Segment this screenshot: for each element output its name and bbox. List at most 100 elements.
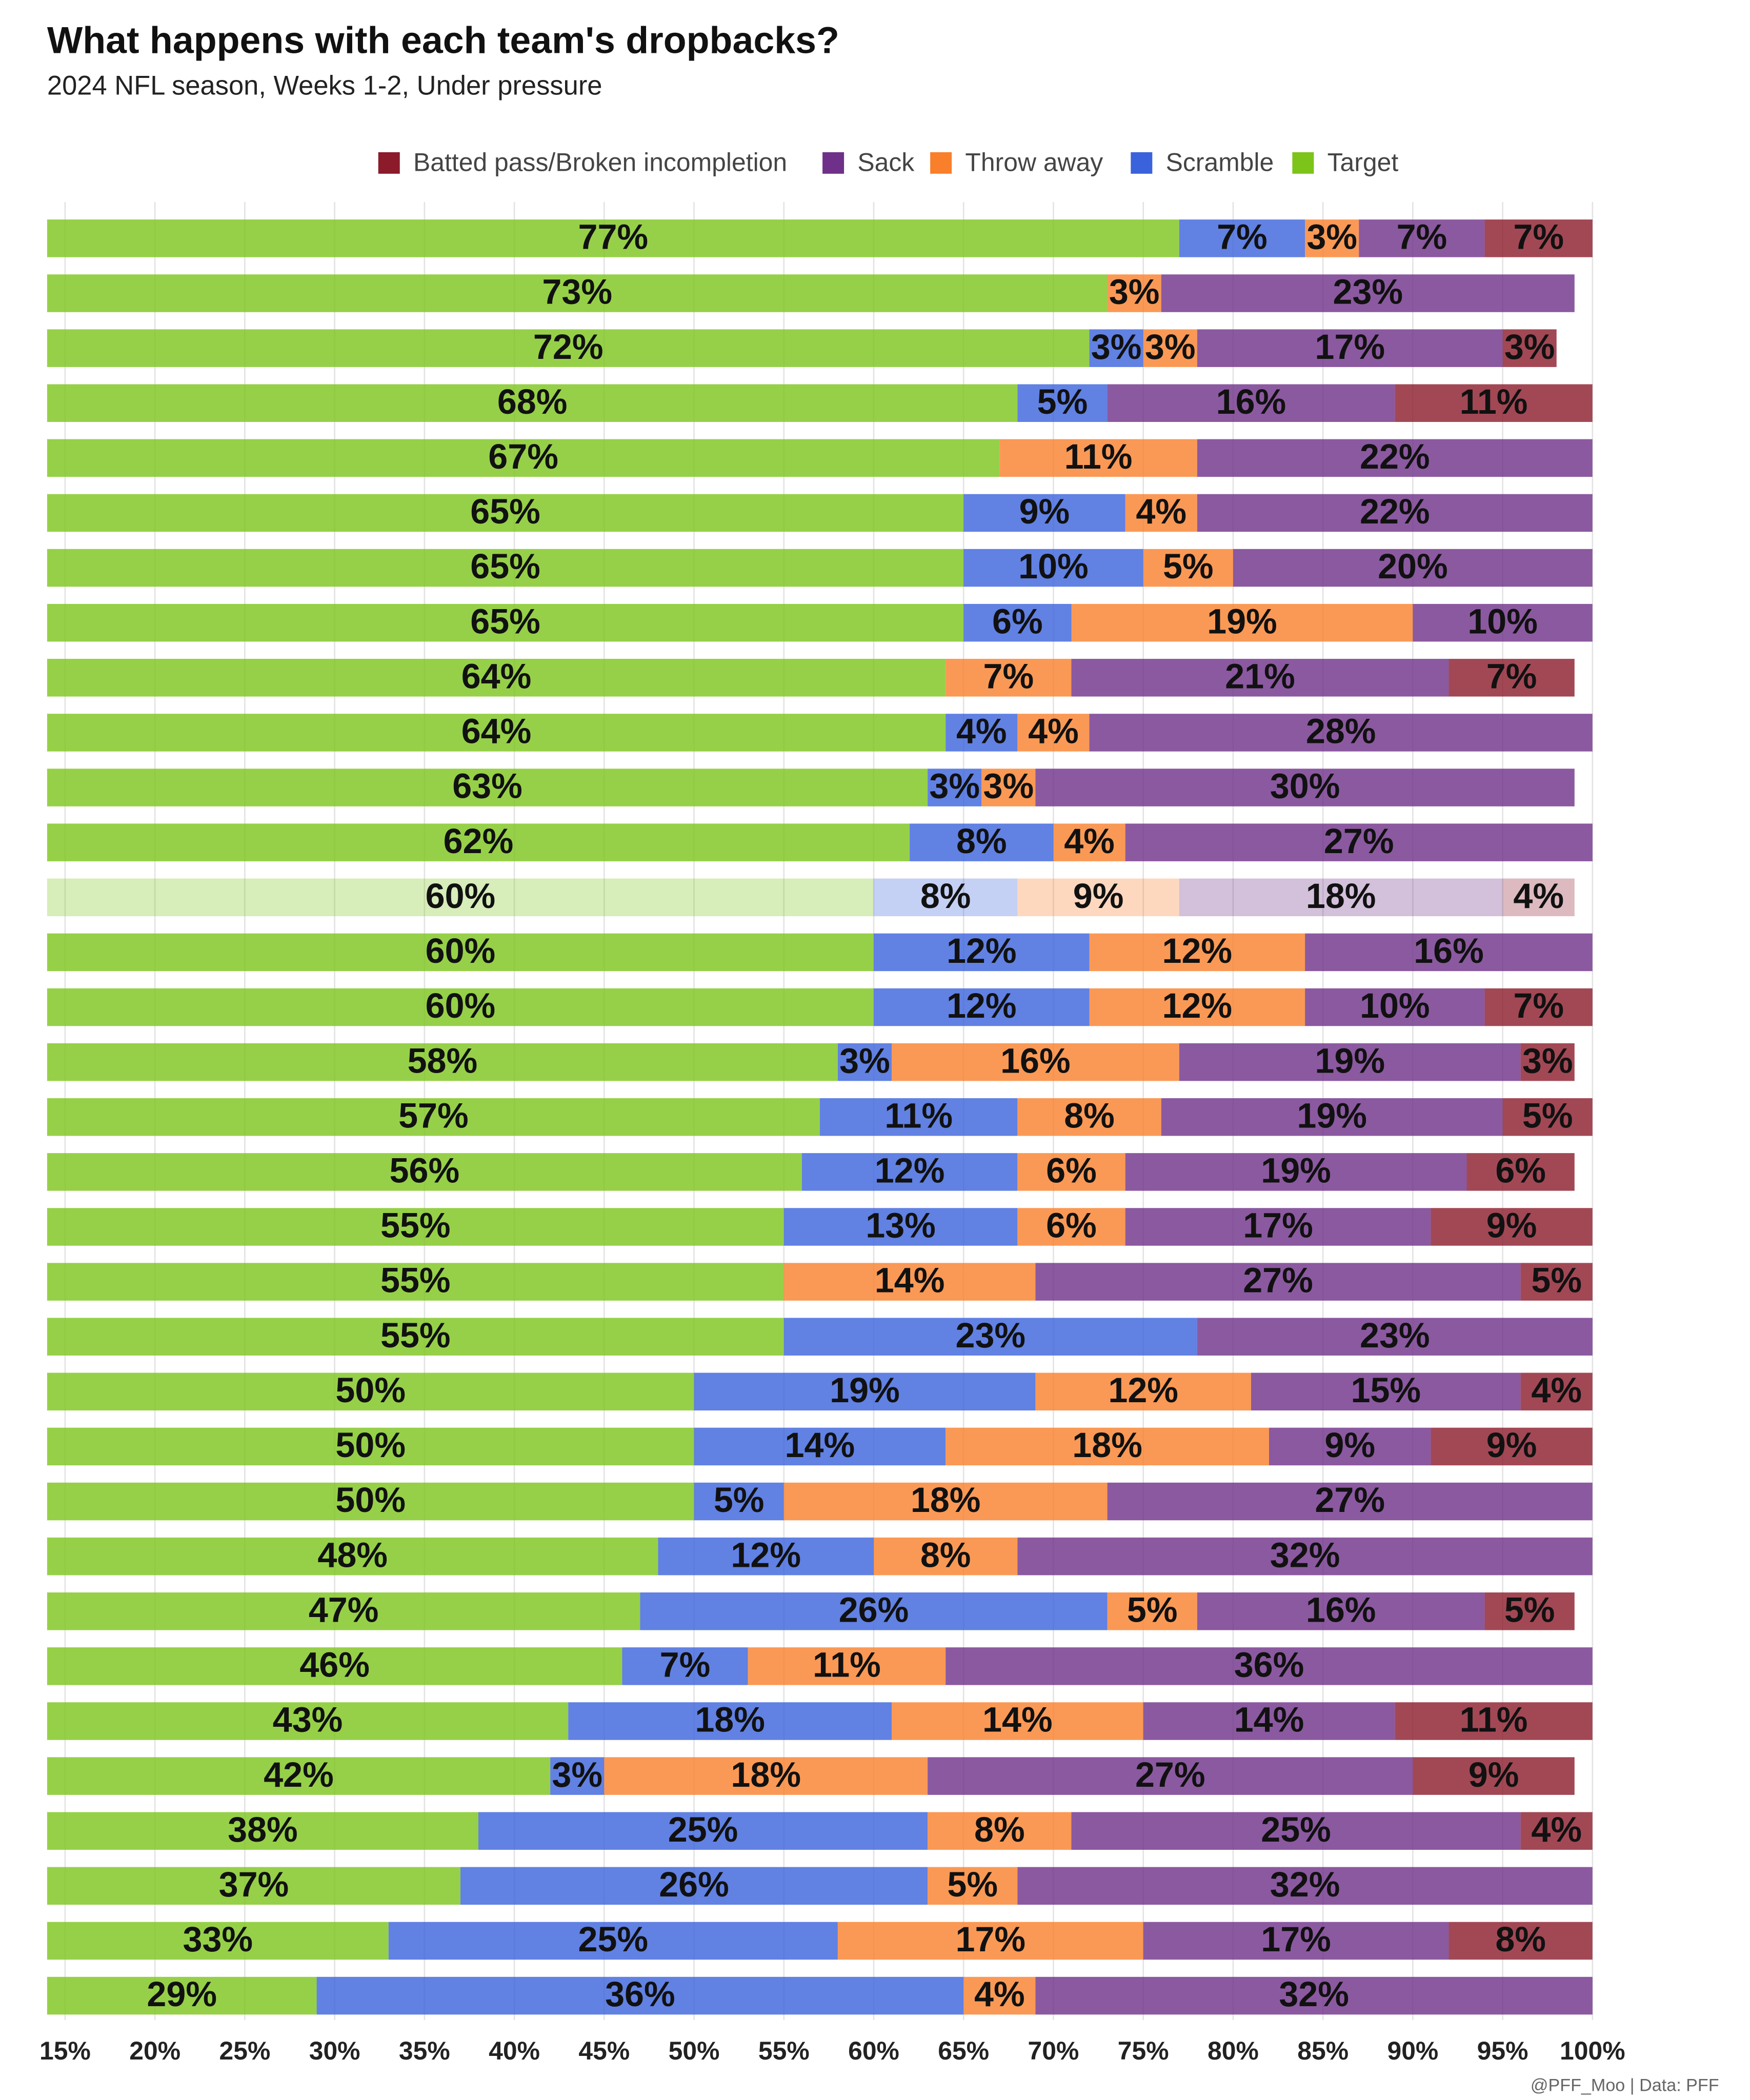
bar-segment xyxy=(47,988,874,1026)
data-label: 60% xyxy=(426,877,496,916)
bar-segment xyxy=(1484,1592,1575,1630)
data-label: 19% xyxy=(1261,1152,1331,1190)
data-label: 19% xyxy=(1297,1096,1367,1135)
data-label: 17% xyxy=(1261,1920,1331,1959)
x-tick-label: 90% xyxy=(1387,2036,1438,2065)
data-label: 37% xyxy=(219,1865,289,1904)
x-tick-label: 75% xyxy=(1118,2036,1169,2065)
data-label: 10% xyxy=(1360,986,1430,1025)
data-label: 29% xyxy=(147,1975,217,2014)
bar-segment xyxy=(1520,1263,1593,1301)
data-label: 27% xyxy=(1243,1261,1313,1300)
data-label: 5% xyxy=(1127,1590,1178,1629)
bar-segment xyxy=(47,878,874,917)
bar-segment xyxy=(837,1043,892,1081)
data-label: 30% xyxy=(1270,767,1340,806)
bar-segment xyxy=(819,1098,1018,1136)
data-label: 36% xyxy=(605,1975,675,2014)
data-label: 18% xyxy=(1072,1426,1142,1465)
data-label: 12% xyxy=(1162,932,1233,971)
data-label: 11% xyxy=(1460,382,1528,421)
legend-swatch xyxy=(378,152,400,174)
data-label: 27% xyxy=(1135,1755,1205,1794)
bar-segment xyxy=(47,1867,460,1905)
data-label: 65% xyxy=(470,602,540,641)
bar-segment xyxy=(1197,329,1503,367)
data-label: 58% xyxy=(408,1041,478,1080)
bar-segment xyxy=(1107,274,1161,312)
data-label: 57% xyxy=(398,1096,469,1135)
bar-segment xyxy=(1520,1812,1593,1850)
bar-segment xyxy=(47,1098,820,1136)
data-label: 4% xyxy=(1531,1810,1582,1849)
bar-segment xyxy=(1107,1592,1197,1630)
bar-segment xyxy=(1395,1702,1593,1740)
bar-segment xyxy=(946,714,1018,752)
bar-segment xyxy=(928,1867,1018,1905)
data-label: 60% xyxy=(426,986,496,1025)
bar-segment xyxy=(892,1043,1179,1081)
bar-segment xyxy=(1179,219,1305,257)
bar-segment xyxy=(1143,1922,1449,1960)
data-label: 7% xyxy=(1217,218,1268,257)
data-label: 19% xyxy=(830,1371,900,1410)
x-tick-label: 35% xyxy=(399,2036,450,2065)
data-label: 55% xyxy=(380,1316,451,1355)
data-label: 5% xyxy=(1163,547,1214,586)
bar-segment xyxy=(1143,549,1233,587)
bar-segment xyxy=(1143,1702,1395,1740)
data-label: 7% xyxy=(1397,218,1447,257)
bar-segment xyxy=(963,1976,1036,2015)
bar-segment xyxy=(1071,659,1449,697)
bar-segment xyxy=(928,769,982,806)
bar-segment xyxy=(47,659,946,697)
bar-segment xyxy=(1197,439,1593,477)
x-tick-label: 20% xyxy=(129,2036,180,2065)
bar-segment xyxy=(946,1647,1593,1685)
bar-segment xyxy=(47,1318,784,1356)
x-tick-label: 70% xyxy=(1028,2036,1079,2065)
bar-segment xyxy=(1035,1976,1593,2015)
bar-segment xyxy=(47,1372,694,1411)
data-label: 3% xyxy=(552,1755,602,1794)
data-label: 4% xyxy=(1531,1371,1582,1410)
data-label: 60% xyxy=(426,932,496,971)
bar-segment xyxy=(47,384,1018,422)
data-label: 64% xyxy=(461,712,532,751)
data-label: 25% xyxy=(1261,1810,1331,1849)
data-label: 48% xyxy=(317,1536,388,1574)
bar-segment xyxy=(47,1537,658,1576)
bar-segment xyxy=(928,1812,1072,1850)
data-label: 62% xyxy=(444,822,514,861)
x-tick-label: 25% xyxy=(219,2036,270,2065)
data-label: 6% xyxy=(992,602,1043,641)
bar-segment xyxy=(1305,988,1485,1026)
bar-segment xyxy=(47,1812,478,1850)
bar-segment xyxy=(1520,1372,1593,1411)
data-label: 36% xyxy=(1234,1646,1304,1685)
bar-segment xyxy=(47,1647,622,1685)
bar-segment xyxy=(388,1922,838,1960)
bar-segment xyxy=(47,494,964,532)
bar-segment xyxy=(478,1812,928,1850)
bar-segment xyxy=(873,1537,1018,1576)
bar-segment xyxy=(873,988,1090,1026)
data-label: 8% xyxy=(920,1536,971,1574)
bar-segment xyxy=(1502,1098,1593,1136)
data-label: 65% xyxy=(470,547,540,586)
bar-segment xyxy=(1089,988,1305,1026)
bar-segment xyxy=(47,549,964,587)
data-label: 9% xyxy=(1019,492,1070,531)
x-tick-label: 80% xyxy=(1208,2036,1259,2065)
data-label: 63% xyxy=(452,767,522,806)
x-tick-label: 55% xyxy=(758,2036,810,2065)
legend-swatch xyxy=(822,152,844,174)
credit: @PFF_Moo | Data: PFF xyxy=(1531,2076,1719,2095)
data-label: 32% xyxy=(1270,1865,1340,1904)
data-label: 7% xyxy=(983,657,1034,696)
bar-segment xyxy=(873,878,1018,917)
bar-segment xyxy=(47,1592,640,1630)
bar-segment xyxy=(892,1702,1143,1740)
bar-segment xyxy=(47,1263,784,1301)
